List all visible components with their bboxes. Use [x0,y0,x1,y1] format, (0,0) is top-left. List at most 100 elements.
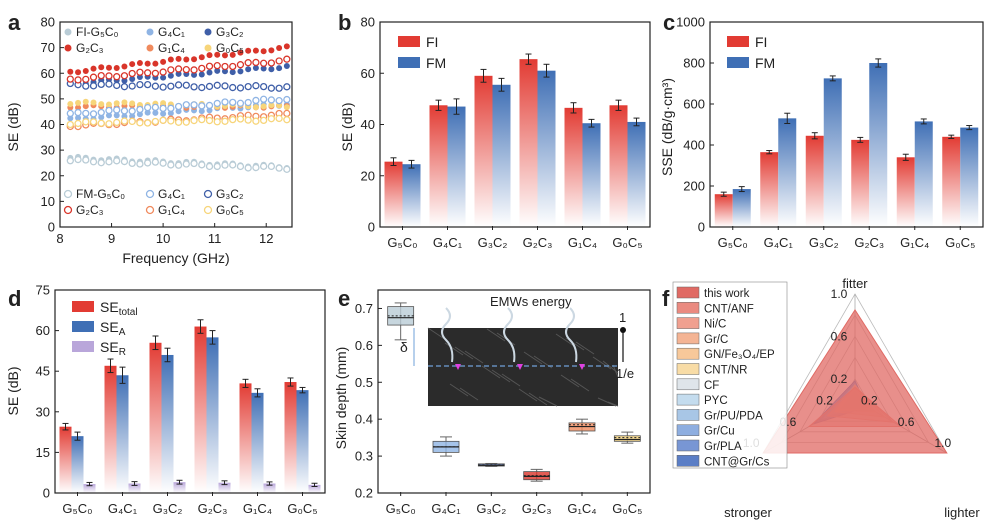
panel-a-point [152,60,159,67]
panel-a-ytick-label: 60 [41,66,55,81]
panel-a-ytick-label: 20 [41,168,55,183]
panel-a-ylabel: SE (dB) [5,102,21,151]
panel-b-ylabel: SE (dB) [339,102,355,151]
panel-a-point [143,159,152,167]
panel-a-point [213,162,221,171]
panel-d-ytick-label: 15 [36,445,50,460]
panel-b-plot: 0 20 40 60 80 G₅C₀ G₄C₁ G₃C₂ G₂C₃ G₁C₄ G₀C₅ FI FM [361,15,651,250]
panel-c-category-label: G₁C₄ [900,235,929,250]
panel-a-point [167,104,175,112]
panel-e-inset-delta: δ [400,339,408,355]
panel-b-category-label: G₁C₄ [568,235,597,250]
panel-a-point [82,109,90,118]
panel-c-bar [960,127,979,227]
panel-a-point [128,159,136,168]
panel-a-point [275,164,283,172]
panel-a-legend-label: G₃C₂ [216,187,244,201]
panel-a-legend-label: G₂C₃ [76,203,104,217]
panel-f: f 0.20.61.00.20.61.00.20.61.0fitterlight… [662,276,980,520]
panel-d-legend-main: SE [100,319,119,335]
panel-d-ytick-label: 45 [36,364,50,379]
panel-d-ytick-label: 75 [36,283,50,298]
panel-a-point [229,161,237,169]
panel-f-axis-label: stronger [724,505,772,520]
panel-a-legend-label: G₀C₅ [216,203,244,217]
panel-d-ylabel: SE (dB) [5,366,21,415]
panel-f-legend-label: CNT/ANF [704,303,754,315]
panel-a-point [190,116,198,125]
panel-c: c 0 200 400 600 800 1000 G₅C₀ G₄C₁ G₃C₂ G₂C₃ G₁C₄ G… [659,10,984,250]
panel-e-ytick-label: 0.5 [355,375,373,390]
panel-a-point [259,95,268,103]
panel-a-point [283,43,290,50]
panel-a-point [105,80,113,88]
panel-a-point [252,58,260,67]
panel-a-point [120,72,129,80]
panel-c-ylabel: SSE (dB/g·cm³) [659,78,675,176]
panel-d-category-label: G₀C₅ [287,501,317,516]
panel-a-point [267,115,276,123]
panel-a-point [167,56,174,63]
panel-a: a 0 10 20 30 40 50 60 70 80 8 9 10 11 12 FI-G₅C₀ G₄C₁ G₃… [5,10,293,266]
panel-a-point [129,75,136,82]
panel-a-point [275,84,283,92]
panel-e-category-label: G₁C₄ [567,501,596,516]
panel-a-point [205,62,214,70]
panel-a-point [82,98,89,105]
panel-a-legend-label: G₂C₃ [76,41,104,55]
panel-a-point [190,66,198,74]
panel-d-bar [206,337,219,493]
panel-f-tick-label: 0.6 [831,329,848,343]
panel-a-point [174,65,183,73]
panel-a-point [244,98,252,107]
panel-d-bar [296,390,309,493]
panel-a-point [229,83,237,92]
panel-e-inset-fiber [454,346,474,360]
panel-a-point [136,60,143,67]
panel-d-legend-label: SEA [100,319,126,338]
panel-b-ytick-label: 0 [368,220,375,235]
panel-f-tick-label: 0.2 [861,394,878,408]
panel-a-point [89,158,98,166]
panel-a-xtick-label: 10 [156,231,170,246]
panel-a-point [206,69,213,76]
panel-c-plot: 0 200 400 600 800 1000 G₅C₀ G₄C₁ G₃C₂ G₂C₃ G₁C₄ G₀C… [676,15,984,250]
panel-a-point [221,52,228,59]
panel-a-point [128,117,136,126]
panel-e-inset-wave [503,307,516,363]
panel-a-point [98,101,105,108]
panel-f-legend-label: Ni/C [704,319,726,331]
panel-a-point [97,159,105,167]
panel-a-point [183,56,190,63]
panel-a-plot: 0 10 20 30 40 50 60 70 80 8 9 10 11 12 FI-G₅C₀ G₄C₁ G₃C₂… [41,15,293,246]
panel-c-frame [709,21,984,228]
panel-a-xtick-label: 11 [208,231,222,246]
panel-f-legend-swatch [676,439,700,452]
panel-e-inset-fiber [523,351,543,365]
panel-a-point [143,119,152,127]
panel-a-point [236,99,245,107]
panel-a-point [66,75,74,83]
panel-b-legend-label: FI [426,34,438,50]
panel-f-legend-label: Gr/PU/PDA [704,410,763,422]
panel-e: e δ EMWs energy 1 1/e 0.2 0.3 0.4 0.5 0.6 0.7 G₅C₀… [333,286,651,516]
panel-e-inset-fiber [464,350,484,364]
panel-a-point [74,155,82,164]
panel-a-point [82,75,90,83]
panel-f-legend-label: CNT/NR [704,365,747,377]
panel-d-bar [251,392,264,493]
panel-f-legend-label: Gr/Cu [704,426,735,438]
panel-a-point [113,100,120,107]
panel-a-point [121,63,128,70]
panel-a-point [174,102,183,111]
panel-a-point [182,118,190,126]
panel-a-point [276,102,283,109]
panel-c-bar [869,63,888,227]
panel-a-legend-label: G₄C₁ [158,187,185,201]
panel-a-point [90,99,97,106]
panel-a-point [182,101,190,109]
panel-e-inset-fiber [486,328,506,342]
panel-e-plot: δ EMWs energy 1 1/e 0.2 0.3 0.4 0.5 0.6 0.7 G₅C₀ G₄… [355,289,651,516]
panel-e-category-label: G₀C₅ [612,501,642,516]
